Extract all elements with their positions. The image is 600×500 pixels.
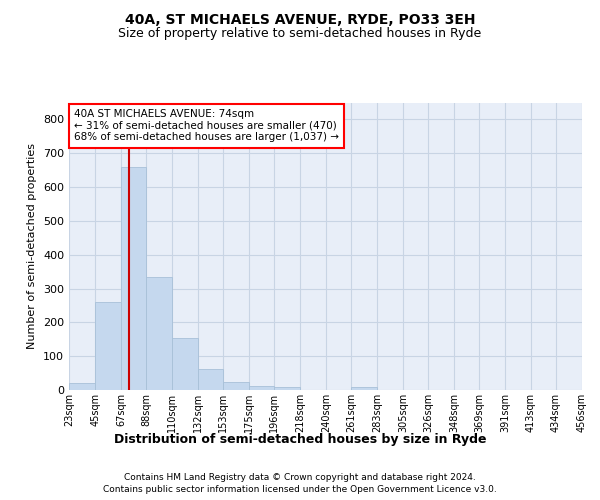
Text: Size of property relative to semi-detached houses in Ryde: Size of property relative to semi-detach…: [118, 28, 482, 40]
Bar: [351, 388, 377, 390]
Text: 40A, ST MICHAELS AVENUE, RYDE, PO33 3EH: 40A, ST MICHAELS AVENUE, RYDE, PO33 3EH: [125, 12, 475, 26]
Bar: [69, 382, 95, 390]
Bar: [172, 338, 198, 390]
Bar: [249, 386, 274, 390]
Bar: [274, 388, 300, 390]
Y-axis label: Number of semi-detached properties: Number of semi-detached properties: [28, 143, 37, 350]
Bar: [198, 368, 223, 390]
Text: Distribution of semi-detached houses by size in Ryde: Distribution of semi-detached houses by …: [114, 432, 486, 446]
Bar: [146, 276, 172, 390]
Text: Contains HM Land Registry data © Crown copyright and database right 2024.: Contains HM Land Registry data © Crown c…: [124, 472, 476, 482]
Bar: [95, 302, 121, 390]
Bar: [223, 382, 249, 390]
Text: 40A ST MICHAELS AVENUE: 74sqm
← 31% of semi-detached houses are smaller (470)
68: 40A ST MICHAELS AVENUE: 74sqm ← 31% of s…: [74, 110, 339, 142]
Bar: [121, 167, 146, 390]
Text: Contains public sector information licensed under the Open Government Licence v3: Contains public sector information licen…: [103, 485, 497, 494]
